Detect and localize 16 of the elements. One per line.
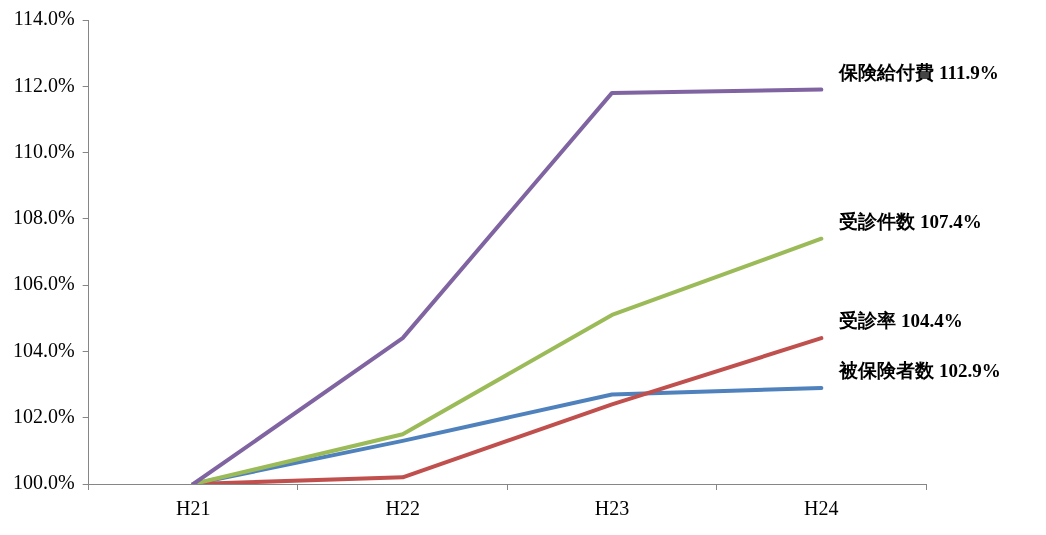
text: 受診率 104.4% (839, 310, 963, 332)
x-tick-label: H22 (385, 497, 420, 520)
y-tick-label: 100.0% (12, 471, 75, 494)
x-tick-label: H21 (176, 497, 211, 520)
y-tick-label: 114.0% (13, 7, 75, 30)
x-tick-label: H23 (594, 497, 630, 520)
text: 受診件数 107.4% (839, 210, 982, 232)
text: 被保険者数 102.9% (839, 359, 1001, 381)
text: 保険給付費 111.9% (839, 61, 999, 83)
y-tick-label: 110.0% (13, 139, 75, 162)
y-tick-label: 108.0% (12, 206, 75, 229)
y-tick-label: 102.0% (12, 404, 75, 427)
x-tick-label: H24 (804, 497, 839, 520)
y-tick-label: 112.0% (13, 73, 75, 96)
y-tick-label: 106.0% (12, 272, 75, 295)
y-tick-label: 104.0% (12, 338, 75, 361)
